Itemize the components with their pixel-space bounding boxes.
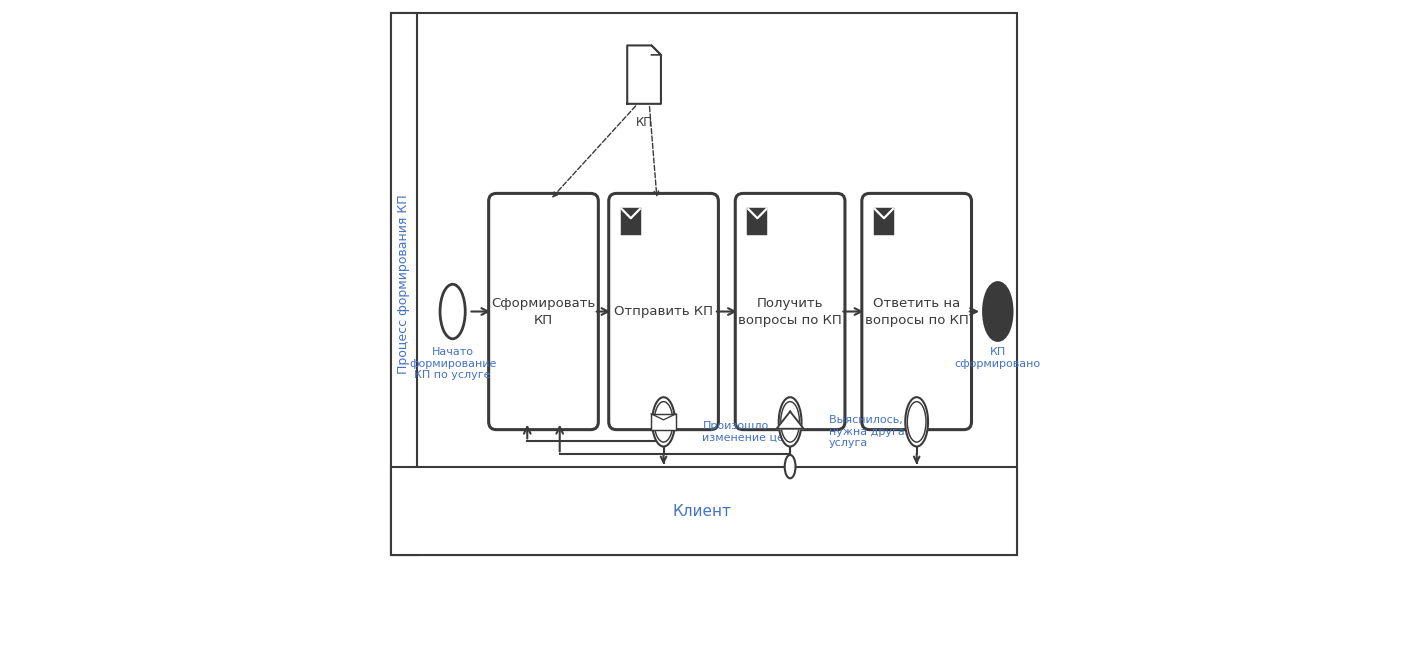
FancyBboxPatch shape (489, 193, 599, 430)
Bar (391, 13, 417, 555)
Polygon shape (777, 411, 804, 429)
Bar (391, 467, 1017, 555)
Text: Выяснилось, что
нужна другая
услуга: Выяснилось, что нужна другая услуга (829, 415, 926, 448)
Ellipse shape (652, 397, 674, 447)
Text: Получить
вопросы по КП: Получить вопросы по КП (738, 297, 842, 326)
Ellipse shape (440, 284, 465, 339)
Bar (652, 414, 676, 430)
FancyBboxPatch shape (735, 193, 844, 430)
Ellipse shape (905, 397, 929, 447)
Text: Сформировать
КП: Сформировать КП (492, 297, 596, 326)
Text: КП: КП (635, 116, 652, 129)
Text: Произошло
изменение цен: Произошло изменение цен (702, 421, 791, 443)
FancyBboxPatch shape (861, 193, 971, 430)
Text: КП
сформировано: КП сформировано (955, 347, 1041, 369)
Ellipse shape (985, 284, 1010, 339)
Bar (391, 13, 1017, 555)
Ellipse shape (785, 455, 795, 478)
Ellipse shape (778, 397, 801, 447)
Ellipse shape (908, 402, 926, 442)
Text: Ответить на
вопросы по КП: Ответить на вопросы по КП (865, 297, 968, 326)
Ellipse shape (781, 402, 799, 442)
Bar (875, 209, 894, 234)
Text: Процесс формирования КП: Процесс формирования КП (398, 194, 410, 374)
Bar (749, 209, 766, 234)
Text: Отправить КП: Отправить КП (614, 305, 714, 318)
FancyBboxPatch shape (608, 193, 718, 430)
Ellipse shape (655, 402, 673, 442)
Text: Клиент: Клиент (673, 504, 732, 519)
Text: Начато
формирование
КП по услуге: Начато формирование КП по услуге (409, 347, 496, 380)
Bar (621, 209, 639, 234)
Polygon shape (627, 45, 660, 104)
